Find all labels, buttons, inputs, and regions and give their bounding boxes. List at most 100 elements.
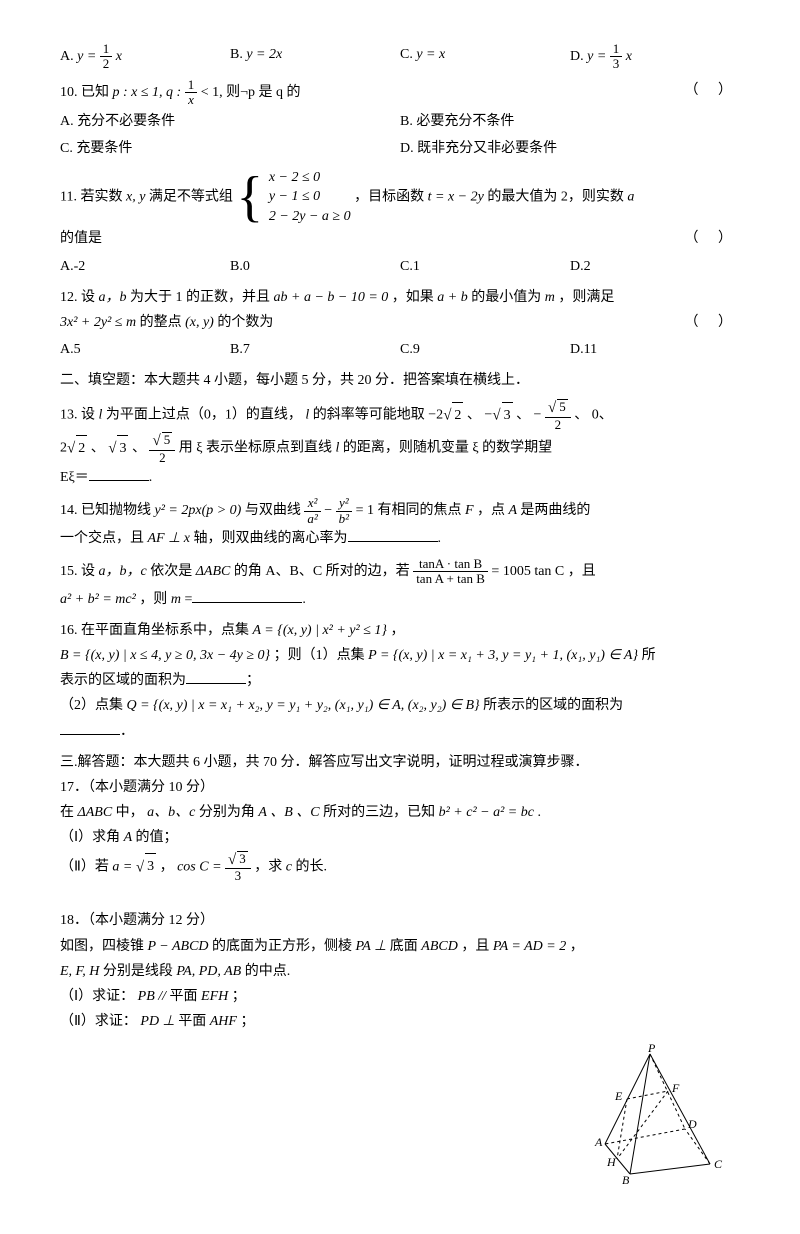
s: 所表示的区域的面积为	[483, 698, 623, 713]
eq: y² = 2px(p > 0)	[155, 503, 245, 518]
opt-d: D. y = 13 x	[570, 42, 740, 72]
s: 在	[60, 805, 78, 820]
opt-d: D.2	[570, 254, 740, 279]
cos: cos C =	[177, 859, 225, 874]
v: −2	[428, 408, 443, 423]
a: a	[627, 189, 634, 204]
ABCD: ABCD	[421, 939, 461, 954]
s: 与双曲线	[245, 503, 305, 518]
eq: b² + c² − a² = bc	[439, 805, 538, 820]
q17-l1: 在 ΔABC 中， a、b、c 分别为角 A 、B 、C 所对的三边，已知 b²…	[60, 800, 740, 825]
eq: a² + b² = mc²	[60, 592, 139, 607]
eq1: ab + a − b − 10 = 0	[274, 290, 389, 305]
lbl: A.	[60, 49, 77, 64]
n: 1	[185, 78, 198, 93]
n: y²	[336, 496, 352, 511]
answer-blank: （ ）	[685, 310, 741, 335]
q13-l3: Eξ＝.	[60, 465, 740, 490]
s: 的整点	[140, 315, 186, 330]
c: ，	[160, 859, 178, 874]
s: 依次是	[150, 564, 196, 579]
q16-l5: ．	[60, 719, 740, 744]
A: A	[124, 830, 136, 845]
sq: 5	[162, 432, 173, 447]
q14-l1: 14. 已知抛物线 y² = 2px(p > 0) 与双曲线 x²a² − y²…	[60, 496, 740, 526]
q16-l1: 16. 在平面直角坐标系中，点集 A = {(x, y) | x² + y² ≤…	[60, 618, 740, 643]
eq: y =	[587, 49, 610, 64]
s: ；	[246, 673, 260, 688]
n: √5	[545, 399, 571, 418]
s: 的斜率等可能地取	[313, 408, 429, 423]
s: 的长.	[295, 859, 327, 874]
d: a²	[304, 512, 320, 526]
s: ，则	[139, 592, 171, 607]
q14-l2: 一个交点，且 AF ⊥ x 轴，则双曲线的离心率为.	[60, 526, 740, 551]
q13-l1: 13. 设 l 为平面上过点（0，1）的直线， l 的斜率等可能地取 −2√2 …	[60, 399, 740, 432]
s: ，点	[477, 503, 509, 518]
q15-l2: a² + b² = mc² ，则 m =.	[60, 587, 740, 612]
sq: 3	[502, 402, 513, 428]
sq: 3	[117, 435, 128, 461]
s: 的个数为	[217, 315, 273, 330]
eq2: y − 1 ≤ 0	[269, 187, 351, 207]
s: .	[438, 531, 442, 546]
s: ；	[240, 1014, 254, 1029]
n: √3	[225, 851, 251, 870]
q17-head: 17．（本小题满分 10 分）	[60, 775, 740, 800]
lbl-B: B	[622, 1173, 630, 1184]
section3-title: 三.解答题：本大题共 6 小题，共 70 分．解答应写出文字说明，证明过程或演算…	[60, 750, 740, 775]
s: ，且	[568, 564, 596, 579]
s: 平面	[178, 1014, 210, 1029]
opt-b: B.0	[230, 254, 400, 279]
c: ，	[391, 623, 405, 638]
s: 中，	[116, 805, 148, 820]
q18-l2: E, F, H 分别是线段 PA, PD, AB 的中点.	[60, 959, 740, 984]
opt-b: B. 必要充分不条件	[400, 109, 740, 134]
answer-blank: （ ）	[685, 226, 741, 251]
lbl-D: D	[687, 1117, 697, 1131]
lbl: D.	[570, 49, 587, 64]
fill-blank	[60, 720, 120, 735]
s: 如图，四棱锥	[60, 939, 148, 954]
EFH: EFH	[201, 989, 232, 1004]
s: 为大于 1 的正数，并且	[130, 290, 274, 305]
c: 、 0、	[574, 408, 613, 423]
s: 的角 A、B、C 所对的边，若	[234, 564, 413, 579]
s: 的中点.	[245, 964, 291, 979]
c: 、 −	[516, 408, 545, 423]
system: x − 2 ≤ 0 y − 1 ≤ 0 2 − 2y − a ≥ 0	[269, 168, 351, 227]
s: 有相同的焦点	[377, 503, 465, 518]
lbl-A: A	[594, 1135, 603, 1149]
s: =	[184, 592, 192, 607]
s: 表示的区域的面积为	[60, 673, 186, 688]
AF: AF ⊥ x	[148, 531, 194, 546]
s: 15. 设	[60, 564, 99, 579]
seg: PA, PD, AB	[176, 964, 244, 979]
brace-icon: {	[236, 169, 263, 225]
AHF: AHF	[210, 1014, 241, 1029]
c: 、	[91, 441, 109, 456]
n: x²	[304, 496, 320, 511]
eq: = 1	[356, 503, 378, 518]
tri: ΔABC	[78, 805, 116, 820]
opt-c: C. 充要条件	[60, 136, 400, 161]
q18-l1: 如图，四棱锥 P − ABCD 的底面为正方形，侧棱 PA ⊥ 底面 ABCD …	[60, 934, 740, 959]
fill-blank	[89, 466, 149, 481]
q17-p2: （Ⅱ）若 a = √3 ， cos C = √33 ，求 c 的长.	[60, 851, 740, 884]
opt-d: D. 既非充分又非必要条件	[400, 136, 740, 161]
q12-line2: 3x² + 2y² ≤ m 的整点 (x, y) 的个数为 （ ）	[60, 310, 740, 335]
q13-l2: 2√2 、 √3 、 √52 用 ξ 表示坐标原点到直线 l 的距离，则随机变量…	[60, 432, 740, 465]
q9-options: A. y = 12 x B. y = 2x C. y = x D. y = 13…	[60, 42, 740, 72]
c: ，求	[254, 859, 286, 874]
n: tanA · tan B	[413, 557, 488, 572]
s: 一个交点，且	[60, 531, 148, 546]
a: a =	[112, 859, 135, 874]
post: x	[622, 49, 632, 64]
p: p : x ≤ 1, q :	[113, 85, 185, 100]
pyramid-diagram: P E F A D H B C	[60, 1044, 740, 1193]
s: （Ⅱ）若	[60, 859, 112, 874]
q10: 10. 已知 p : x ≤ 1, q : 1x < 1, 则¬p 是 q 的 …	[60, 78, 740, 108]
q12: 12. 设 a，b 为大于 1 的正数，并且 ab + a − b − 10 =…	[60, 285, 740, 310]
s: ；	[232, 989, 246, 1004]
l: l	[335, 441, 342, 456]
